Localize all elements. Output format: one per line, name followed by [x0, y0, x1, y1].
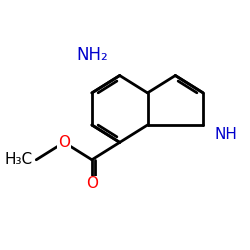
Text: NH: NH: [214, 127, 237, 142]
Text: H₃C: H₃C: [4, 152, 32, 167]
Text: NH₂: NH₂: [76, 46, 108, 64]
Text: O: O: [86, 176, 98, 191]
Text: O: O: [58, 135, 70, 150]
